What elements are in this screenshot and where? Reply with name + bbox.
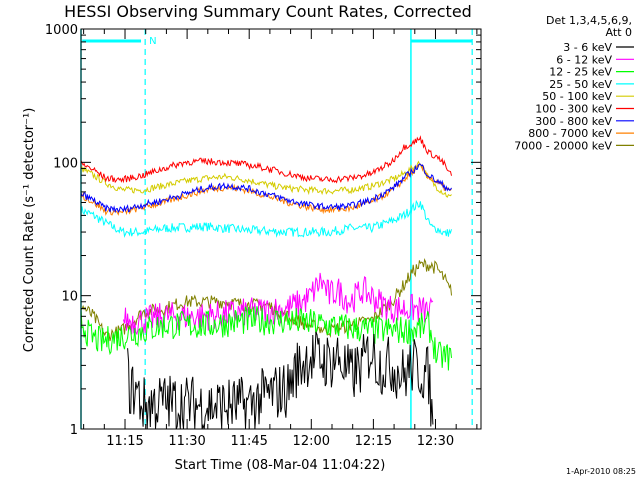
legend-entry-label: 800 - 7000 keV bbox=[528, 127, 612, 140]
axes: 1 10 100 1000 11:15 11:30 11:45 12:00 12:15 12:30 bbox=[45, 23, 482, 449]
legend-header-line-2: Att 0 bbox=[606, 26, 632, 39]
legend-entry-label: 7000 - 20000 keV bbox=[514, 139, 612, 152]
plot-frame bbox=[80, 28, 482, 430]
x-tick-label: 11:15 bbox=[106, 434, 143, 449]
x-axis-label: Start Time (08-Mar-04 11:04:22) bbox=[175, 458, 386, 473]
legend-entry-label: 100 - 300 keV bbox=[535, 103, 612, 116]
legend-entry-label: 12 - 25 keV bbox=[549, 66, 612, 79]
timestamp: 1-Apr-2010 08:25 bbox=[566, 467, 636, 476]
x-tick-label: 12:15 bbox=[355, 434, 392, 449]
x-tick-label: 12:30 bbox=[417, 434, 454, 449]
x-tick-label: 11:45 bbox=[230, 434, 267, 449]
y-tick-label: 1 bbox=[70, 423, 78, 438]
chart-title: HESSI Observing Summary Count Rates, Cor… bbox=[64, 2, 472, 21]
series-line-50-100 bbox=[80, 160, 452, 198]
y-tick-label: 1000 bbox=[45, 23, 78, 38]
series-line-12-25 bbox=[80, 306, 452, 371]
series-line-25-50 bbox=[80, 199, 452, 238]
series-line-3-6 bbox=[127, 331, 434, 430]
series-line-300-800 bbox=[80, 163, 452, 214]
x-tick-label: 11:30 bbox=[168, 434, 205, 449]
marker-label: N bbox=[149, 36, 156, 47]
y-tick-label: 100 bbox=[53, 156, 78, 171]
series-line-100-300 bbox=[80, 135, 452, 184]
series-layer bbox=[80, 135, 452, 430]
legend-entry-label: 3 - 6 keV bbox=[563, 41, 612, 54]
legend-entry-label: 300 - 800 keV bbox=[535, 115, 612, 128]
legend-entry-label: 50 - 100 keV bbox=[542, 90, 612, 103]
legend-header-line-1: Det 1,3,4,5,6,9, bbox=[546, 14, 632, 27]
legend-entry-label: 6 - 12 keV bbox=[556, 53, 612, 66]
y-axis-label: Corrected Count Rate (s⁻¹ detector⁻¹) bbox=[22, 108, 37, 353]
x-tick-label: 12:00 bbox=[293, 434, 330, 449]
y-tick-label: 10 bbox=[61, 290, 78, 305]
legend-entry-label: 25 - 50 keV bbox=[549, 78, 612, 91]
